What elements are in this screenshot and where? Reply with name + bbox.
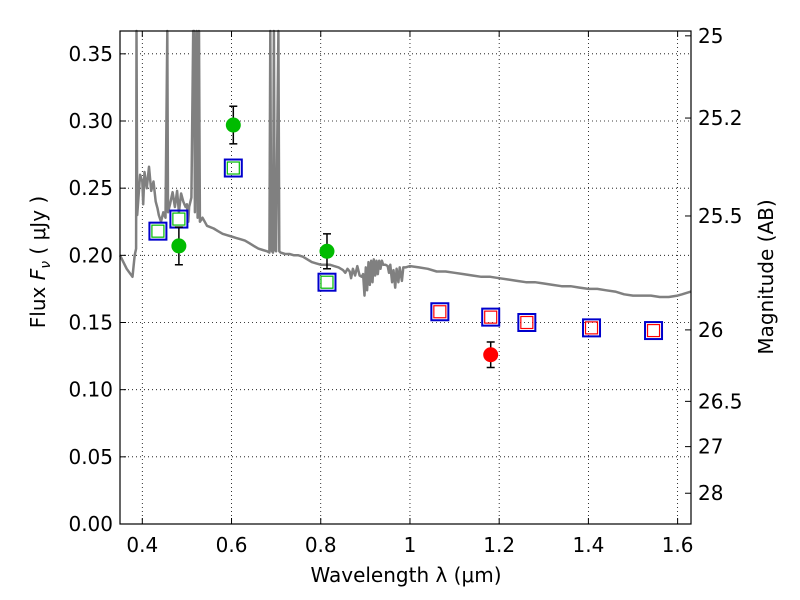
inner-square-marker [226, 161, 240, 175]
model-photometry-squares [148, 158, 664, 341]
magnitude-tick-label: 28 [698, 481, 723, 505]
x-tick-label: 1.6 [662, 533, 694, 557]
x-axis-label: Wavelength λ (μm) [310, 563, 501, 587]
y-axis-label-var: F [26, 268, 50, 280]
magnitude-tick-label: 25.5 [698, 204, 743, 228]
inner-square-marker [520, 315, 534, 330]
observed-point [483, 347, 499, 363]
model-square-marker [582, 318, 602, 338]
y-axis-label-prefix: Flux [26, 280, 50, 328]
plot-frame [119, 30, 692, 525]
y-axis-label: Flux Fν ( μJy ) [26, 196, 54, 328]
spectrum-line [118, 29, 692, 299]
x-tick-label: 1.4 [572, 533, 604, 557]
observed-point [225, 117, 241, 133]
observed-point [319, 243, 335, 259]
inner-square-marker [172, 212, 186, 226]
observed-points [171, 105, 499, 369]
observed-point [171, 238, 187, 254]
model-square-marker [317, 272, 337, 292]
magnitude-tick-label: 26 [698, 318, 723, 342]
y-tick-label: 0.15 [68, 311, 113, 335]
y-axis-ticks: 0.00 0.05 0.10 0.15 0.20 0.25 0.30 0.35 [68, 42, 126, 536]
y-tick-label: 0.30 [68, 109, 113, 133]
model-square-marker [430, 302, 450, 322]
y-tick-label: 0.00 [68, 512, 113, 536]
magnitude-tick-label: 27 [698, 435, 723, 459]
model-square-marker [517, 313, 537, 333]
y-axis-label-suffix: ( μJy ) [26, 196, 50, 261]
model-square-marker [223, 158, 243, 178]
magnitude-tick-label: 25.2 [698, 106, 743, 130]
x-tick-label: 0.6 [216, 533, 248, 557]
grid-lines [120, 31, 691, 525]
inner-square-marker [584, 321, 599, 335]
x-axis-ticks: 0.4 0.6 0.8 1 1.2 1.4 1.6 [126, 31, 694, 557]
model-square-marker [644, 321, 664, 341]
x-tick-label: 0.8 [305, 533, 337, 557]
magnitude-axis-label: Magnitude (AB) [754, 199, 778, 354]
x-tick-label: 0.4 [126, 533, 158, 557]
inner-square-marker [646, 323, 661, 338]
model-square-marker [481, 307, 501, 327]
x-tick-label: 1 [404, 533, 417, 557]
inner-square-marker [320, 275, 334, 289]
inner-square-marker [484, 310, 498, 324]
y-tick-label: 0.05 [68, 445, 113, 469]
inner-square-marker [433, 305, 447, 319]
x-tick-label: 1.2 [483, 533, 515, 557]
inner-square-marker [151, 224, 165, 238]
y-tick-label: 0.35 [68, 42, 113, 66]
y-tick-label: 0.10 [68, 378, 113, 402]
magnitude-tick-label: 26.5 [698, 389, 743, 413]
y-axis-label-sub: ν [38, 261, 54, 269]
spectrum-layer [118, 29, 692, 299]
magnitude-axis-ticks: 25 25.2 25.5 26 26.5 27 28 [685, 24, 743, 505]
y-tick-label: 0.20 [68, 243, 113, 267]
magnitude-tick-label: 25 [698, 24, 723, 48]
model-square-marker [148, 221, 168, 241]
y-tick-label: 0.25 [68, 176, 113, 200]
